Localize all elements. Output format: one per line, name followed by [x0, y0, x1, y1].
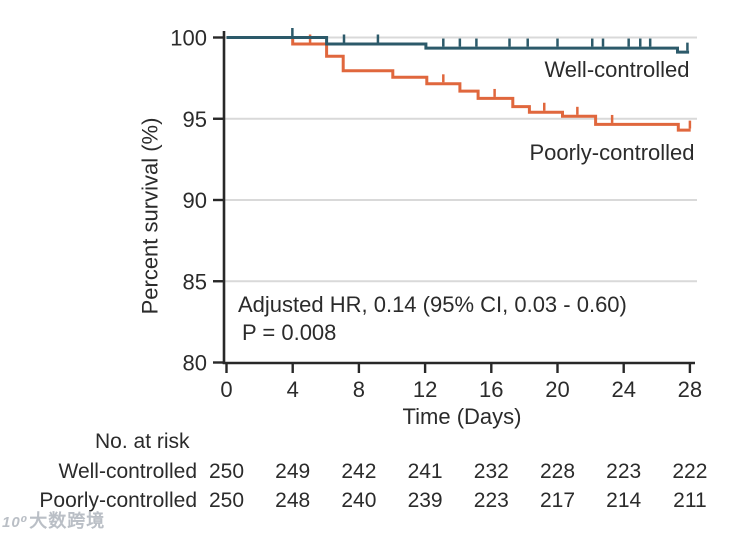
risk-value: 211 [673, 489, 706, 512]
risk-value: 223 [606, 460, 641, 483]
curve-poorly-controlled [226, 36, 691, 132]
risk-value: 232 [474, 460, 509, 483]
risk-value: 214 [606, 489, 641, 512]
y-tick-label: 100 [170, 26, 207, 51]
x-tick-label: 12 [413, 377, 437, 402]
y-tick-label: 90 [183, 188, 207, 213]
x-axis-title: Time (Days) [403, 404, 522, 429]
risk-value: 250 [209, 460, 244, 483]
x-tick-label: 8 [353, 377, 365, 402]
x-tick-label: 0 [220, 377, 232, 402]
risk-value: 217 [540, 489, 575, 512]
risk-value: 228 [540, 460, 575, 483]
curve-label-well-controlled: Well-controlled [544, 57, 689, 82]
x-tick-label: 20 [545, 377, 569, 402]
risk-value: 222 [672, 460, 707, 483]
risk-value: 248 [275, 489, 310, 512]
risk-value: 239 [408, 489, 443, 512]
risk-value: 223 [474, 489, 509, 512]
watermark: 10⁰大数跨境 [2, 507, 105, 533]
x-tick-label: 24 [611, 377, 635, 402]
y-tick-label: 85 [183, 269, 207, 294]
y-axis-title: Percent survival (%) [138, 118, 163, 315]
risk-table-values: 250 249 242 241 232 228 223 222 250 248 240 239 223 2… [209, 460, 707, 512]
x-tick-label: 4 [287, 377, 299, 402]
risk-value: 249 [275, 460, 310, 483]
x-tick-label: 28 [678, 377, 702, 402]
risk-value: 242 [341, 460, 376, 483]
risk-value: 250 [209, 489, 244, 512]
risk-value: 240 [341, 489, 376, 512]
x-tick-label: 16 [479, 377, 503, 402]
axes [213, 31, 695, 373]
risk-row-label-well: Well-controlled [59, 460, 198, 483]
risk-table-title: No. at risk [95, 430, 190, 453]
curve-well-controlled [226, 36, 690, 54]
gridlines [224, 36, 697, 283]
risk-value: 241 [408, 460, 443, 483]
survival-curves [226, 28, 692, 132]
y-tick-label: 95 [183, 107, 207, 132]
y-tick-label: 80 [183, 351, 207, 376]
risk-row-label-poorly: Poorly-controlled [39, 489, 197, 512]
curve-label-poorly-controlled: Poorly-controlled [529, 140, 694, 165]
watermark-logo-icon: 10⁰ [2, 514, 29, 531]
annotation-hr-line: Adjusted HR, 0.14 (95% CI, 0.03 - 0.60) [238, 292, 627, 317]
annotation-p-line: P = 0.008 [242, 320, 336, 345]
watermark-text: 大数跨境 [29, 511, 106, 531]
tick-labels: 100 95 90 85 80 0 4 8 12 16 20 24 28 [170, 26, 702, 403]
